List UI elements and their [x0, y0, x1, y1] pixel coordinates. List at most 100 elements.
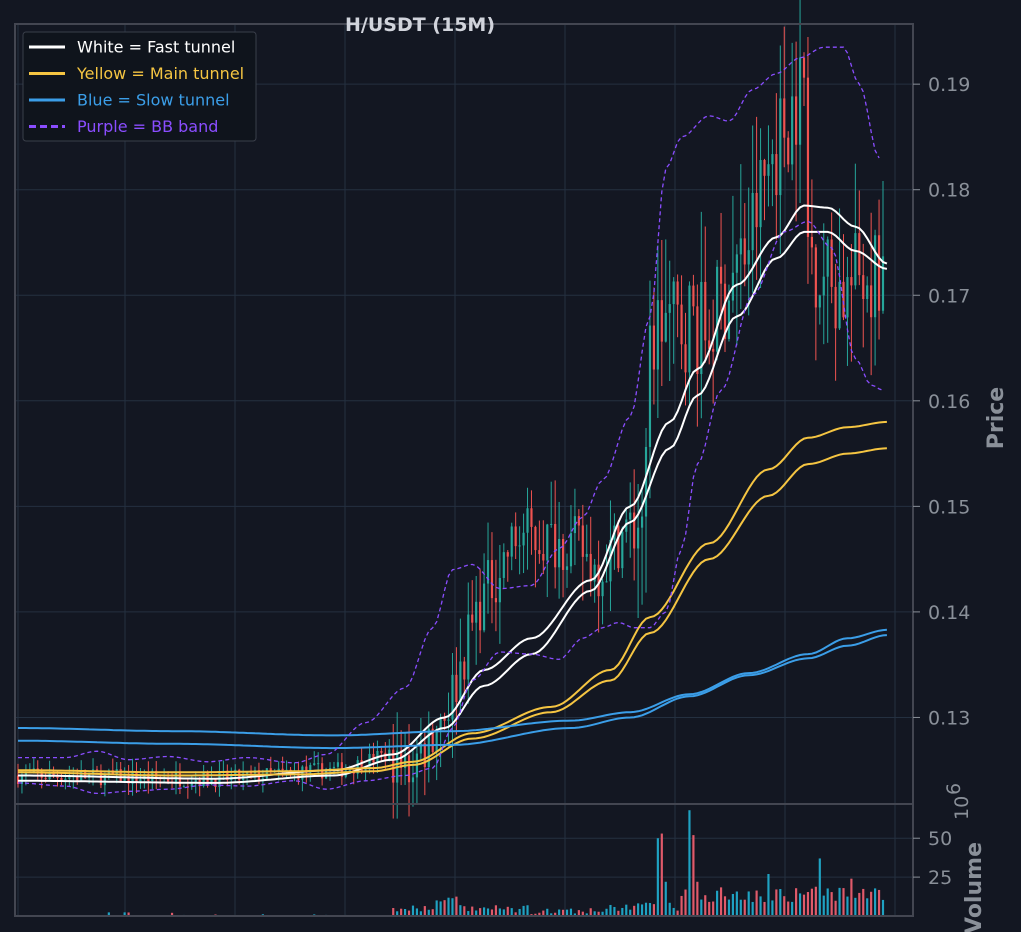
price-tick-label: 0.18: [928, 180, 970, 202]
candle-body: [522, 532, 525, 546]
price-tick-label: 0.13: [928, 707, 970, 729]
candle-body: [419, 743, 422, 754]
volume-bar: [881, 899, 885, 916]
candle-body: [589, 553, 592, 582]
candle-body: [332, 766, 336, 769]
candle-body: [581, 525, 584, 557]
candle-body: [439, 718, 442, 730]
candle-body: [629, 512, 632, 520]
candle-body: [870, 285, 873, 318]
volume-bar: [775, 889, 778, 916]
volume-bar: [806, 892, 810, 916]
volume-bar: [475, 910, 478, 916]
volume-bar: [506, 906, 509, 916]
volume-bar: [585, 913, 588, 916]
volume-bar: [633, 905, 636, 916]
candle-body: [135, 771, 138, 782]
candle-body: [455, 674, 458, 703]
volume-bar: [834, 900, 837, 916]
volume-exponent-power: 6: [943, 783, 965, 795]
candle-body: [727, 300, 731, 339]
volume-grid: [15, 804, 913, 916]
volume-bar: [700, 899, 703, 916]
volume-bar: [455, 896, 458, 916]
volume-bar: [680, 895, 683, 916]
volume-axis-ticks: 25 50: [913, 828, 952, 889]
candle-body: [814, 247, 817, 308]
volume-bar: [550, 913, 553, 916]
volume-bar: [392, 908, 395, 916]
volume-bar: [403, 909, 407, 916]
candle-body: [680, 304, 683, 345]
volume-bar: [518, 908, 521, 916]
candle-body: [498, 577, 501, 603]
candle-body: [565, 566, 569, 570]
chart-title: H/USDT (15M): [345, 14, 495, 36]
candle-body: [787, 137, 790, 165]
volume-bar: [561, 909, 565, 916]
volume-bar: [593, 911, 596, 916]
price-tick-label: 0.19: [928, 74, 970, 96]
candle-body: [324, 770, 328, 779]
volume-bar: [479, 908, 482, 916]
price-tick-label: 0.14: [928, 602, 970, 624]
volume-bar: [522, 905, 525, 916]
volume-bar: [609, 904, 612, 916]
candle-body: [486, 560, 490, 584]
volume-bar: [597, 911, 600, 916]
candle-body: [692, 285, 695, 307]
volume-bar: [558, 909, 561, 916]
candle-body: [842, 281, 845, 318]
candle-body: [767, 164, 770, 176]
volume-bar: [463, 906, 466, 916]
volume-bar: [637, 903, 640, 916]
candle-body: [850, 277, 853, 286]
candle-body: [368, 753, 371, 770]
candle-body: [190, 783, 193, 787]
series-line-4: [18, 628, 887, 737]
volume-bar: [439, 901, 442, 916]
volume-bar: [170, 912, 174, 916]
volume-bar: [565, 909, 569, 916]
candle-body: [597, 564, 600, 597]
volume-bar: [739, 899, 742, 916]
volume-bar: [407, 910, 411, 916]
candle-body: [795, 96, 798, 145]
volume-bar: [826, 888, 829, 916]
candle-body: [858, 233, 861, 276]
candle-body: [155, 770, 158, 778]
candle-body: [52, 771, 55, 776]
candle-body: [285, 769, 288, 771]
volume-bar: [735, 891, 738, 916]
volume-bar: [435, 900, 438, 916]
candle-body: [763, 159, 766, 176]
candle-body: [400, 750, 403, 768]
volume-bar: [874, 888, 877, 916]
volume-bar: [763, 901, 766, 916]
volume-bar: [708, 901, 711, 916]
candle-body: [249, 772, 253, 774]
volume-bar: [573, 913, 577, 916]
candle-body: [672, 281, 675, 305]
candle-body: [830, 239, 833, 287]
volume-bar: [771, 900, 774, 916]
candle-body: [392, 749, 395, 783]
volume-bar: [613, 906, 616, 916]
volume-bar: [870, 891, 873, 916]
candle-body: [127, 773, 130, 784]
legend-label: White = Fast tunnel: [77, 38, 235, 57]
volume-bar: [581, 911, 584, 916]
candle-body: [716, 266, 719, 352]
candle-body: [881, 256, 885, 311]
candle-body: [696, 306, 699, 375]
candle-body: [423, 743, 426, 768]
candle-body: [84, 771, 87, 778]
volume-panel-frame: [14, 803, 914, 917]
volume-bar: [542, 910, 545, 916]
candle-body: [360, 760, 363, 772]
volume-bar: [569, 908, 573, 916]
candle-body: [569, 533, 573, 567]
candle-body: [182, 786, 185, 788]
volume-bar: [814, 886, 817, 916]
volume-bar: [467, 911, 470, 916]
